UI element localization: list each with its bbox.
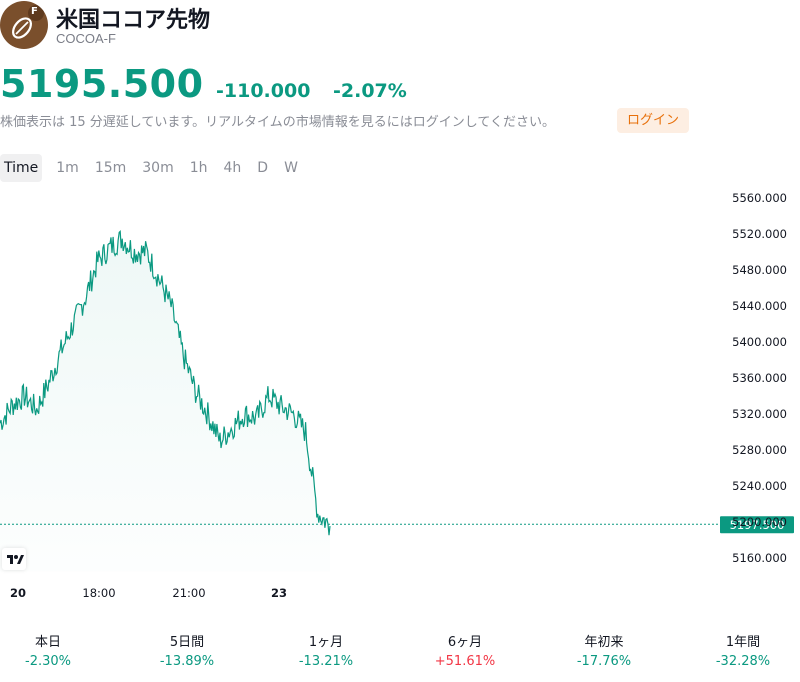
performance-1y[interactable]: 1年間 -32.28% xyxy=(683,634,800,672)
y-tick-label: 5400.000 xyxy=(732,335,787,349)
performance-label: 1年間 xyxy=(725,635,761,650)
price-area-fill xyxy=(0,231,330,572)
y-tick-label: 5360.000 xyxy=(732,371,787,385)
x-tick-label: 21:00 xyxy=(172,586,205,600)
ticker-symbol: COCOA-F xyxy=(56,31,116,46)
performance-label: 年初来 xyxy=(584,635,624,650)
interval-tab-30m[interactable]: 30m xyxy=(142,160,174,176)
performance-1d[interactable]: 本日 -2.30% xyxy=(0,634,108,672)
interval-tab-4h[interactable]: 4h xyxy=(223,160,242,176)
performance-1m[interactable]: 1ヶ月 -13.21% xyxy=(266,634,386,672)
performance-row: 本日 -2.30% 5日間 -13.89% 1ヶ月 -13.21% 6ヶ月 +5… xyxy=(0,634,800,674)
login-button[interactable]: ログイン xyxy=(617,108,689,133)
x-tick-label: 20 xyxy=(10,586,26,600)
y-tick-label: 5280.000 xyxy=(732,443,787,457)
cocoa-bean-icon: F xyxy=(0,1,48,49)
performance-value: -13.21% xyxy=(298,654,354,669)
y-tick-label: 5200.000 xyxy=(732,515,787,529)
logo-badge: F xyxy=(31,6,38,17)
price-row: 5195.500 -110.000 -2.07% xyxy=(0,62,800,110)
performance-label: 6ヶ月 xyxy=(447,635,483,650)
interval-tab-d[interactable]: D xyxy=(257,160,269,176)
performance-label: 本日 xyxy=(34,635,61,650)
header: F 米国ココア先物 COCOA-F xyxy=(0,0,800,50)
price-chart[interactable]: 5197.500 5160.000 5200.000 5240.000 5280.000… xyxy=(0,182,800,612)
page-title: 米国ココア先物 xyxy=(56,8,211,33)
x-tick-label: 18:00 xyxy=(82,586,115,600)
performance-ytd[interactable]: 年初来 -17.76% xyxy=(544,634,664,672)
y-tick-label: 5520.000 xyxy=(732,227,787,241)
performance-6m[interactable]: 6ヶ月 +51.61% xyxy=(405,634,525,672)
y-tick-label: 5480.000 xyxy=(732,263,787,277)
performance-value: +51.61% xyxy=(434,654,496,669)
performance-5d[interactable]: 5日間 -13.89% xyxy=(127,634,247,672)
performance-value: -13.89% xyxy=(159,654,215,669)
performance-value: -17.76% xyxy=(576,654,632,669)
y-tick-label: 5320.000 xyxy=(732,407,787,421)
interval-tab-1m[interactable]: 1m xyxy=(56,160,79,176)
interval-tab-15m[interactable]: 15m xyxy=(94,160,127,176)
interval-tab-1h[interactable]: 1h xyxy=(189,160,208,176)
performance-value: -32.28% xyxy=(715,654,771,669)
performance-label: 1ヶ月 xyxy=(308,635,344,650)
last-price: 5195.500 xyxy=(0,62,204,106)
price-change-percent: -2.07% xyxy=(333,80,407,102)
y-tick-label: 5560.000 xyxy=(732,191,787,205)
price-change: -110.000 xyxy=(216,80,311,102)
last-price-label: 5197.500 xyxy=(730,518,785,532)
tradingview-logo[interactable] xyxy=(2,548,26,570)
price-chart-svg: 5197.500 5160.000 5200.000 5240.000 5280.000… xyxy=(0,191,794,600)
interval-tab-w[interactable]: W xyxy=(284,160,298,176)
x-tick-label: 23 xyxy=(271,586,287,600)
y-tick-label: 5160.000 xyxy=(732,551,787,565)
performance-value: -2.30% xyxy=(25,654,71,669)
interval-tab-time[interactable]: Time xyxy=(0,154,43,182)
performance-label: 5日間 xyxy=(169,635,205,650)
last-price-label-bg xyxy=(720,516,794,534)
y-tick-label: 5240.000 xyxy=(732,479,787,493)
y-tick-label: 5440.000 xyxy=(732,299,787,313)
delay-notice: 株価表示は 15 分遅延しています。リアルタイムの市場情報を見るにはログインして… xyxy=(0,115,555,130)
price-line xyxy=(0,230,331,536)
interval-tabs: Time 1m 15m 30m 1h 4h D W xyxy=(0,154,306,182)
